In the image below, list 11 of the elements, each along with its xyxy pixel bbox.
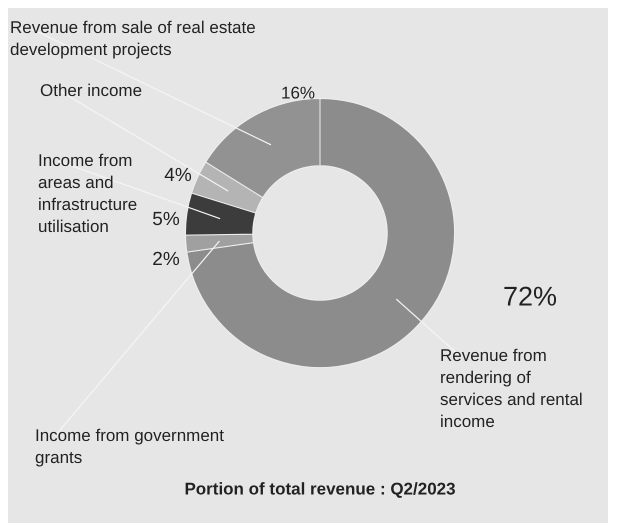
slice-label: Revenue from sale of real estate development projects (10, 18, 256, 60)
data-label: 16% (280, 84, 316, 103)
data-label: 2% (152, 249, 180, 270)
slice-label: Other income (40, 81, 142, 100)
slice-label: Income from government grants (35, 426, 224, 468)
slice-label: Revenue from rendering of services and rental income (440, 346, 583, 432)
data-label: 4% (164, 165, 192, 186)
text: Portion of total revenue : Q2/2023 (184, 480, 456, 499)
slice-label: Income from areas and infrastructure utilisation (38, 151, 138, 236)
data-label: 5% (152, 209, 180, 230)
data-label: 72% (502, 281, 558, 312)
